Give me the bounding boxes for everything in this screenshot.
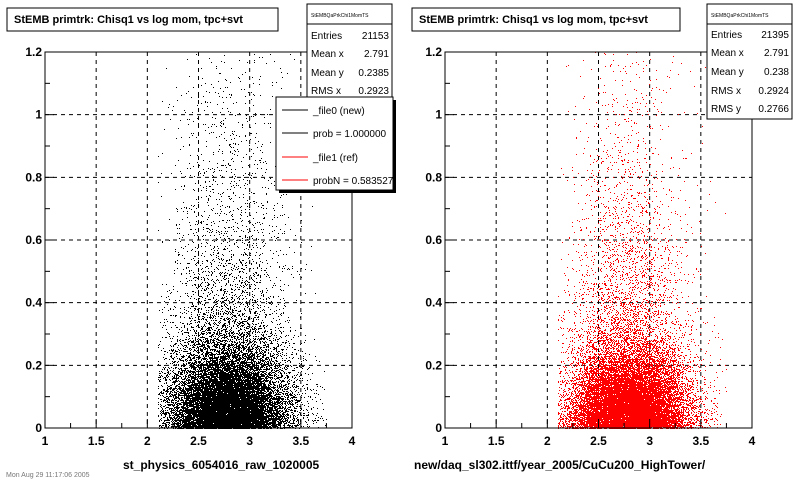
right-plot-area: 1 1.5 2 2.5 3 3.5 4 0 0.2 0.4 0.6 0.8 1 … bbox=[425, 45, 755, 448]
left-stats-value-entries: 21153 bbox=[362, 31, 390, 42]
right-stats-frame bbox=[706, 3, 793, 120]
right-y-tick-label-0.2: 0.2 bbox=[425, 358, 442, 372]
right-x-tick-label-2.5: 2.5 bbox=[590, 434, 607, 448]
right-title: StEMB primtrk: Chisq1 vs log mom, tpc+sv… bbox=[419, 14, 648, 26]
left-stats-label-mean-x: Mean x bbox=[311, 49, 344, 60]
right-stats-label-mean-x: Mean x bbox=[711, 48, 744, 59]
right-axis-ticks bbox=[444, 51, 753, 429]
left-stats-label-rms-x: RMS x bbox=[311, 86, 341, 97]
left-y-tick-label-0.2: 0.2 bbox=[25, 358, 42, 372]
left-stats-name: StEMBQaPrkChi1MomTS bbox=[311, 13, 369, 19]
left-stats-label-entries: Entries bbox=[311, 31, 342, 42]
left-x-tick-label-1: 1 bbox=[42, 434, 49, 448]
right-y-tick-label-0: 0 bbox=[435, 421, 442, 435]
right-y-tick-label-0.8: 0.8 bbox=[425, 170, 442, 184]
right-scatter-points bbox=[558, 52, 727, 429]
right-y-tick-label-1.2: 1.2 bbox=[425, 45, 442, 59]
left-x-tick-label-3.5: 3.5 bbox=[292, 434, 309, 448]
right-stats-name: StEMBQaPrkChi1MomTS bbox=[711, 13, 769, 19]
left-y-tick-label-0.6: 0.6 bbox=[25, 233, 42, 247]
left-scatter-points bbox=[158, 54, 327, 429]
left-y-tick-label-1: 1 bbox=[35, 108, 42, 122]
legend-frame bbox=[275, 96, 394, 191]
right-title-box bbox=[411, 7, 681, 32]
right-y-tick-label-0.4: 0.4 bbox=[425, 296, 442, 310]
left-scatter-marks bbox=[158, 54, 327, 429]
footer-timestamp: Mon Aug 29 11:17:06 2005 bbox=[6, 472, 90, 479]
left-axis-ticks bbox=[44, 51, 353, 429]
right-stats-value-entries: 21395 bbox=[761, 30, 789, 41]
right-x-tick-label-2: 2 bbox=[544, 434, 551, 448]
right-stats-value-rms-y: 0.2766 bbox=[758, 104, 789, 115]
right-x-tick-label-3: 3 bbox=[646, 434, 653, 448]
right-scatter-marks bbox=[558, 52, 727, 429]
left-stats-value-mean-x: 2.791 bbox=[364, 49, 389, 60]
right-stats-label-entries: Entries bbox=[711, 30, 742, 41]
right-stats-label-rms-y: RMS y bbox=[711, 104, 741, 115]
right-stats-value-rms-x: 0.2924 bbox=[758, 86, 789, 97]
left-title: StEMB primtrk: Chisq1 vs log mom, tpc+sv… bbox=[14, 14, 243, 26]
right-x-tick-label-1: 1 bbox=[442, 434, 449, 448]
left-title-box bbox=[6, 7, 279, 32]
right-stats-value-mean-y: 0.238 bbox=[764, 67, 789, 78]
right-panel: StEMB primtrk: Chisq1 vs log mom, tpc+sv… bbox=[411, 3, 793, 472]
right-x-tick-label-4: 4 bbox=[749, 434, 756, 448]
left-panel: StEMB primtrk: Chisq1 vs log mom, tpc+sv… bbox=[6, 3, 396, 472]
left-y-tick-label-0: 0 bbox=[35, 421, 42, 435]
left-y-tick-label-1.2: 1.2 bbox=[25, 45, 42, 59]
left-stats-frame bbox=[306, 3, 393, 100]
legend-box: _file0 (new) prob = 1.000000 _file1 (ref… bbox=[275, 96, 396, 193]
right-y-tick-label-0.6: 0.6 bbox=[425, 233, 442, 247]
left-stats-value-rms-x: 0.2923 bbox=[358, 86, 389, 97]
legend-label-probn: probN = 0.583527 bbox=[313, 176, 394, 187]
right-x-tick-label-1.5: 1.5 bbox=[488, 434, 505, 448]
right-stats-value-mean-x: 2.791 bbox=[764, 48, 789, 59]
legend-label-file1: _file1 (ref) bbox=[312, 153, 358, 164]
left-stats-box: StEMBQaPrkChi1MomTS Entries 21153 Mean x… bbox=[306, 3, 393, 100]
right-x-tick-label-3.5: 3.5 bbox=[692, 434, 709, 448]
left-x-tick-label-4: 4 bbox=[349, 434, 356, 448]
right-y-tick-label-1: 1 bbox=[435, 108, 442, 122]
legend-label-prob: prob = 1.000000 bbox=[313, 129, 387, 140]
left-x-tick-label-2.5: 2.5 bbox=[190, 434, 207, 448]
right-x-axis-label: new/daq_sl302.ittf/year_2005/CuCu200_Hig… bbox=[414, 458, 706, 472]
left-x-tick-label-3: 3 bbox=[246, 434, 253, 448]
left-stats-label-mean-y: Mean y bbox=[311, 68, 344, 79]
left-x-tick-label-1.5: 1.5 bbox=[88, 434, 105, 448]
left-y-tick-label-0.4: 0.4 bbox=[25, 296, 42, 310]
left-y-tick-label-0.8: 0.8 bbox=[25, 170, 42, 184]
left-x-axis-label: st_physics_6054016_raw_1020005 bbox=[123, 458, 319, 472]
right-stats-label-rms-x: RMS x bbox=[711, 86, 741, 97]
right-stats-box: StEMBQaPrkChi1MomTS Entries 21395 Mean x… bbox=[706, 3, 793, 120]
left-stats-value-mean-y: 0.2385 bbox=[358, 68, 389, 79]
left-x-tick-label-2: 2 bbox=[144, 434, 151, 448]
right-stats-label-mean-y: Mean y bbox=[711, 67, 744, 78]
legend-label-file0: _file0 (new) bbox=[312, 106, 365, 117]
